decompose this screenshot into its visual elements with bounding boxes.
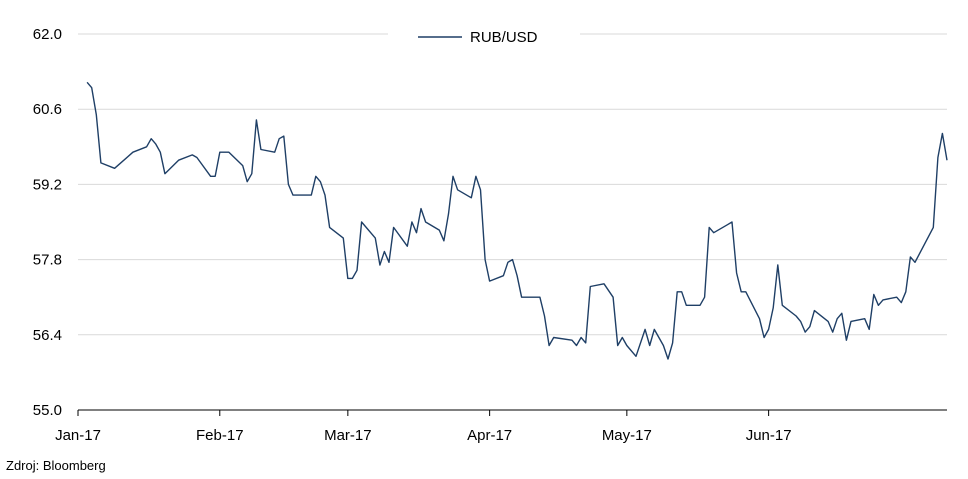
y-tick-label: 56.4: [33, 327, 62, 344]
y-tick-label: 57.8: [33, 252, 62, 269]
series-layer: [86, 81, 948, 360]
x-tick-label: Mar-17: [324, 427, 372, 444]
y-tick-label: 59.2: [33, 176, 62, 193]
x-tick-label: May-17: [602, 427, 652, 444]
x-tick-label: Feb-17: [196, 427, 244, 444]
source-note: Zdroj: Bloomberg: [6, 458, 106, 473]
axes: 55.0 56.4 57.8 59.2 60.6 62.0 Jan-17 Feb-17 Mar-…: [33, 26, 947, 444]
y-tick-label: 55.0: [33, 402, 62, 419]
x-tick-label: Apr-17: [467, 427, 512, 444]
x-tick-label: Jan-17: [55, 427, 101, 444]
legend-label: RUB/USD: [470, 29, 538, 46]
y-tick-label: 60.6: [33, 101, 62, 118]
gridlines: [78, 33, 947, 336]
y-tick-label: 62.0: [33, 26, 62, 43]
x-tick-label: Jun-17: [746, 427, 792, 444]
legend: RUB/USD: [388, 24, 580, 50]
series-line-rub-usd: [86, 81, 948, 360]
